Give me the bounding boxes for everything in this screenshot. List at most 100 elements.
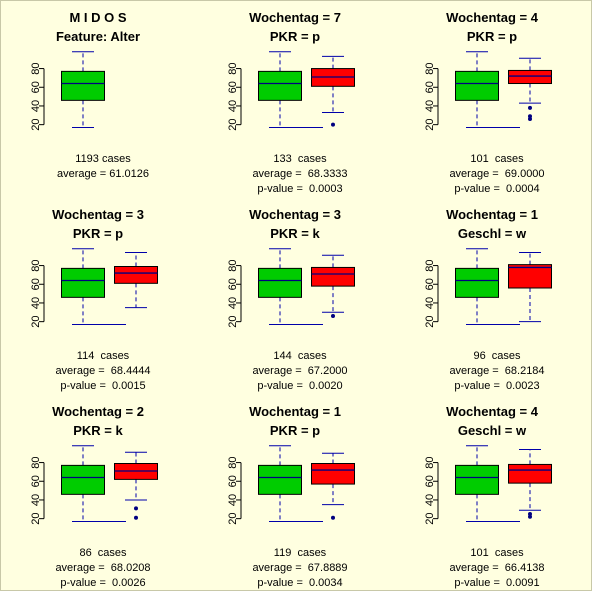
iqr-box [455, 70, 499, 101]
y-tick-label: 40 [424, 297, 436, 309]
iqr-box [258, 267, 302, 298]
chart-panel-4: Wochentag = 3 PKR = p 20 40 60 80 114 cases ave… [30, 207, 158, 392]
iqr-box [311, 463, 355, 485]
chart-title: Wochentag = 1 [249, 404, 341, 419]
y-tick-label: 80 [30, 259, 42, 271]
y-tick-label: 20 [30, 316, 42, 328]
caption-line: average = 61.0126 [57, 168, 149, 180]
chart-panel-3: Wochentag = 4 PKR = p 20 40 60 80 101 cases ave… [424, 10, 552, 195]
y-tick-label: 40 [227, 297, 239, 309]
y-tick-label: 40 [424, 494, 436, 506]
iqr-box [258, 464, 302, 495]
caption-line: average = 68.0208 [55, 562, 150, 574]
reference-box [455, 248, 499, 325]
caption-line: p-value = 0.0091 [454, 577, 539, 589]
y-tick-label: 80 [424, 62, 436, 74]
iqr-box [114, 266, 158, 284]
outlier-point [134, 506, 138, 511]
caption-line: p-value = 0.0026 [60, 577, 145, 589]
y-tick-label: 40 [30, 494, 42, 506]
iqr-box [258, 70, 302, 101]
y-tick-label: 60 [227, 475, 239, 487]
y-tick-label: 60 [424, 81, 436, 93]
y-tick-label: 40 [227, 100, 239, 112]
y-tick-label: 80 [227, 259, 239, 271]
caption-line: p-value = 0.0034 [257, 577, 342, 589]
chart-subtitle: PKR = p [270, 29, 320, 44]
outlier-point [331, 515, 335, 520]
y-tick-label: 20 [424, 316, 436, 328]
reference-box [258, 445, 302, 522]
caption-line: average = 69.0000 [449, 168, 544, 180]
caption-line: 86 cases [79, 547, 127, 559]
caption-line: p-value = 0.0003 [257, 183, 342, 195]
y-tick-label: 80 [424, 259, 436, 271]
comparison-box [311, 452, 355, 520]
caption-line: average = 68.3333 [252, 168, 347, 180]
chart-title: Wochentag = 3 [52, 207, 144, 222]
chart-panel-5: Wochentag = 3 PKR = k 20 40 60 80 144 cases ave… [227, 207, 355, 392]
chart-panel-7: Wochentag = 2 PKR = k 20 40 60 80 86 cases aver… [30, 404, 158, 589]
caption-line: p-value = 0.0020 [257, 380, 342, 392]
caption-line: p-value = 0.0023 [454, 380, 539, 392]
iqr-box [508, 264, 552, 289]
caption-line: p-value = 0.0004 [454, 183, 539, 195]
reference-box [258, 51, 302, 128]
caption-line: 119 cases [274, 547, 327, 559]
caption-line: 101 cases [470, 153, 524, 165]
reference-box [455, 445, 499, 522]
reference-box [258, 248, 302, 325]
iqr-box [508, 463, 552, 484]
outlier-point [331, 314, 335, 319]
y-tick-label: 20 [227, 513, 239, 525]
chart-panel-1: M I D O S Feature: Alter 20 40 60 80 1193 case… [30, 10, 149, 180]
reference-box [455, 51, 499, 128]
caption-line: p-value = 0.0015 [60, 380, 145, 392]
comparison-box [508, 448, 552, 519]
y-tick-label: 80 [227, 62, 239, 74]
iqr-box [311, 266, 355, 287]
y-tick-label: 60 [30, 81, 42, 93]
y-tick-label: 80 [30, 456, 42, 468]
chart-title: Wochentag = 4 [446, 404, 539, 419]
y-tick-label: 60 [30, 475, 42, 487]
chart-title: Wochentag = 1 [446, 207, 538, 222]
chart-title: Wochentag = 2 [52, 404, 144, 419]
chart-panel-6: Wochentag = 1 Geschl = w 20 40 60 80 96 cases a… [424, 207, 552, 392]
chart-panel-2: Wochentag = 7 PKR = p 20 40 60 80 133 cases ave… [227, 10, 355, 195]
comparison-box [508, 57, 552, 122]
y-tick-label: 60 [227, 278, 239, 290]
chart-title: Wochentag = 3 [249, 207, 341, 222]
caption-line: 1193 cases [75, 153, 131, 165]
reference-box [61, 445, 105, 522]
outlier-point [528, 105, 532, 110]
comparison-box [508, 251, 552, 323]
y-tick-label: 60 [227, 81, 239, 93]
caption-line: average = 67.2000 [252, 365, 347, 377]
caption-line: 101 cases [470, 547, 524, 559]
caption-line: average = 67.8889 [252, 562, 347, 574]
y-tick-label: 20 [227, 316, 239, 328]
chart-panel-9: Wochentag = 4 Geschl = w 20 40 60 80 101 cases… [424, 404, 552, 589]
iqr-box [61, 464, 105, 495]
outlier-point [528, 511, 532, 516]
caption-line: 114 cases [77, 350, 130, 362]
iqr-box [455, 464, 499, 495]
caption-line: average = 68.2184 [449, 365, 544, 377]
outlier-point [528, 114, 532, 119]
y-tick-label: 20 [30, 119, 42, 131]
y-tick-label: 80 [424, 456, 436, 468]
outlier-point [331, 122, 335, 127]
comparison-box [311, 55, 355, 127]
chart-subtitle: PKR = p [467, 29, 517, 44]
y-tick-label: 60 [30, 278, 42, 290]
reference-box [61, 51, 105, 128]
caption-line: 96 cases [473, 350, 521, 362]
chart-title: Wochentag = 7 [249, 10, 341, 25]
y-tick-label: 40 [30, 100, 42, 112]
y-tick-label: 60 [424, 278, 436, 290]
chart-title: Wochentag = 4 [446, 10, 539, 25]
outlier-point [528, 514, 532, 519]
